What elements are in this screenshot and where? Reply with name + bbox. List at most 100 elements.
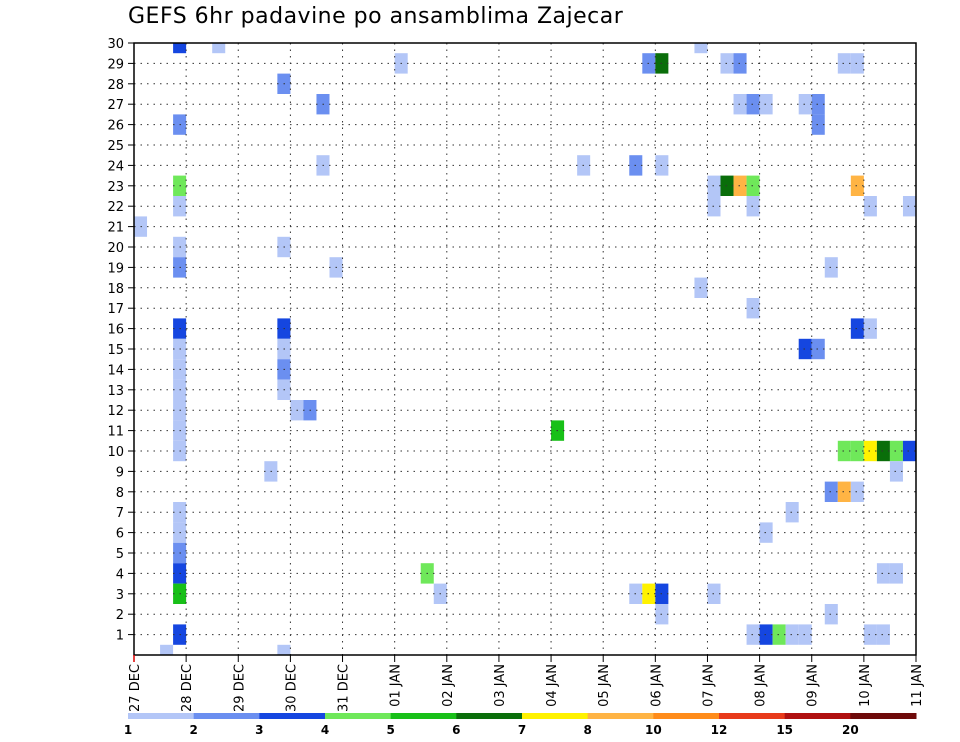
heatmap-cell: [798, 624, 812, 645]
heatmap-cell: [746, 94, 760, 115]
x-tick-label: 11 JAN: [910, 664, 925, 707]
x-tick-label: 29 DEC: [232, 664, 247, 712]
heatmap-cell: [837, 53, 851, 74]
y-tick-label: 18: [107, 282, 124, 297]
x-tick-label: 07 JAN: [701, 664, 716, 707]
heatmap-cell: [759, 94, 773, 115]
colorbar-swatch: [587, 713, 654, 719]
x-tick-label: 10 JAN: [858, 664, 873, 707]
colorbar-swatch: [390, 713, 457, 719]
y-tick-label: 25: [107, 139, 124, 154]
y-tick-label: 24: [107, 159, 124, 174]
y-tick-label: 27: [107, 98, 124, 113]
x-tick-label: 05 JAN: [597, 664, 612, 707]
colorbar-label: 8: [583, 723, 591, 737]
colorbar-swatch: [456, 713, 523, 719]
y-tick-label: 16: [107, 323, 124, 338]
heatmap-cell: [798, 94, 812, 115]
heatmap-cell: [733, 175, 747, 196]
colorbar-label: 4: [321, 723, 329, 737]
heatmap-cell: [850, 440, 864, 462]
y-tick-label: 15: [107, 343, 124, 358]
y-tick-label: 11: [107, 425, 124, 440]
colorbar-swatch: [522, 713, 589, 719]
y-tick-label: 5: [116, 547, 124, 562]
y-tick-label: 8: [116, 486, 124, 501]
y-tick-label: 2: [116, 608, 124, 623]
heatmap-cell: [824, 481, 838, 502]
heatmap-cell: [863, 440, 877, 462]
x-axis: 27 DEC 28 DEC 29 DEC 30 DEC 31 DEC 01 JAN 02 J…: [128, 655, 925, 712]
y-tick-label: 7: [116, 506, 124, 521]
heatmap-cell: [902, 196, 916, 217]
colorbar-swatch: [653, 713, 720, 719]
x-tick-label: 31 DEC: [337, 664, 352, 712]
heatmap-cell: [811, 338, 825, 360]
heatmap-cell: [785, 502, 799, 523]
heatmap-cell: [863, 196, 877, 217]
heatmap-cell: [746, 175, 760, 196]
x-tick-label: 27 DEC: [128, 664, 143, 712]
heatmap-cell: [837, 440, 851, 462]
colorbar-swatch: [784, 713, 851, 719]
colorbar-swatch: [719, 713, 786, 719]
colorbar-label: 5: [386, 723, 394, 737]
y-tick-label: 23: [107, 180, 124, 195]
heatmap-cell: [876, 624, 890, 645]
heatmap-cell: [824, 257, 838, 278]
y-axis: 1234567891011121314151617181920212223242…: [107, 37, 134, 644]
x-tick-label: 02 JAN: [441, 664, 456, 707]
heatmap-cell: [212, 43, 226, 54]
x-tick-label: 04 JAN: [545, 664, 560, 707]
colorbar-label: 1: [124, 723, 132, 737]
colorbar-swatch: [128, 713, 195, 719]
y-tick-label: 3: [116, 588, 124, 603]
heatmap-cell: [694, 43, 708, 54]
y-tick-label: 6: [116, 527, 124, 542]
heatmap-cell: [746, 196, 760, 217]
y-tick-label: 30: [107, 37, 124, 52]
heatmap-cell: [850, 481, 864, 502]
heatmap-cell: [902, 440, 916, 462]
colorbar-swatch: [193, 713, 260, 719]
heatmap-cell: [824, 604, 838, 625]
y-tick-label: 10: [107, 445, 124, 460]
colorbar: 1 2 3 4 5 6 7 8 10 12 15 20: [124, 713, 917, 737]
y-tick-label: 20: [107, 241, 124, 256]
colorbar-label: 6: [452, 723, 460, 737]
y-tick-label: 28: [107, 78, 124, 93]
y-tick-label: 29: [107, 57, 124, 72]
y-tick-label: 17: [107, 302, 124, 317]
heatmap-cell: [876, 440, 890, 462]
heatmap-cell: [759, 522, 773, 543]
x-tick-label: 03 JAN: [493, 664, 508, 707]
heatmap-cell: [746, 624, 760, 645]
heatmap-cell: [850, 318, 864, 339]
heatmap-cell: [850, 175, 864, 196]
heatmap-cell: [798, 338, 812, 360]
colorbar-label: 7: [518, 723, 526, 737]
heatmap-cell: [733, 53, 747, 74]
heatmap-cell: [889, 461, 903, 482]
colorbar-swatch: [325, 713, 392, 719]
y-tick-label: 19: [107, 261, 124, 276]
heatmap-cell: [720, 175, 734, 196]
heatmap-cell: [889, 440, 903, 462]
grid-layer: [134, 43, 916, 655]
y-tick-label: 21: [107, 221, 124, 236]
chart-title: GEFS 6hr padavine po ansamblima Zajecar: [128, 4, 624, 29]
heatmap-cell: [889, 563, 903, 584]
heatmap-cell: [772, 624, 786, 645]
colorbar-label: 10: [645, 723, 662, 737]
x-tick-label: 09 JAN: [806, 664, 821, 707]
y-tick-label: 4: [116, 567, 124, 582]
heatmap-cell: [785, 624, 799, 645]
colorbar-label: 20: [842, 723, 859, 737]
heatmap-cell: [863, 318, 877, 339]
y-tick-label: 12: [107, 404, 124, 419]
colorbar-label: 3: [255, 723, 263, 737]
heatmap-cell: [277, 644, 291, 655]
heatmap-cell: [876, 563, 890, 584]
y-tick-label: 14: [107, 363, 124, 378]
